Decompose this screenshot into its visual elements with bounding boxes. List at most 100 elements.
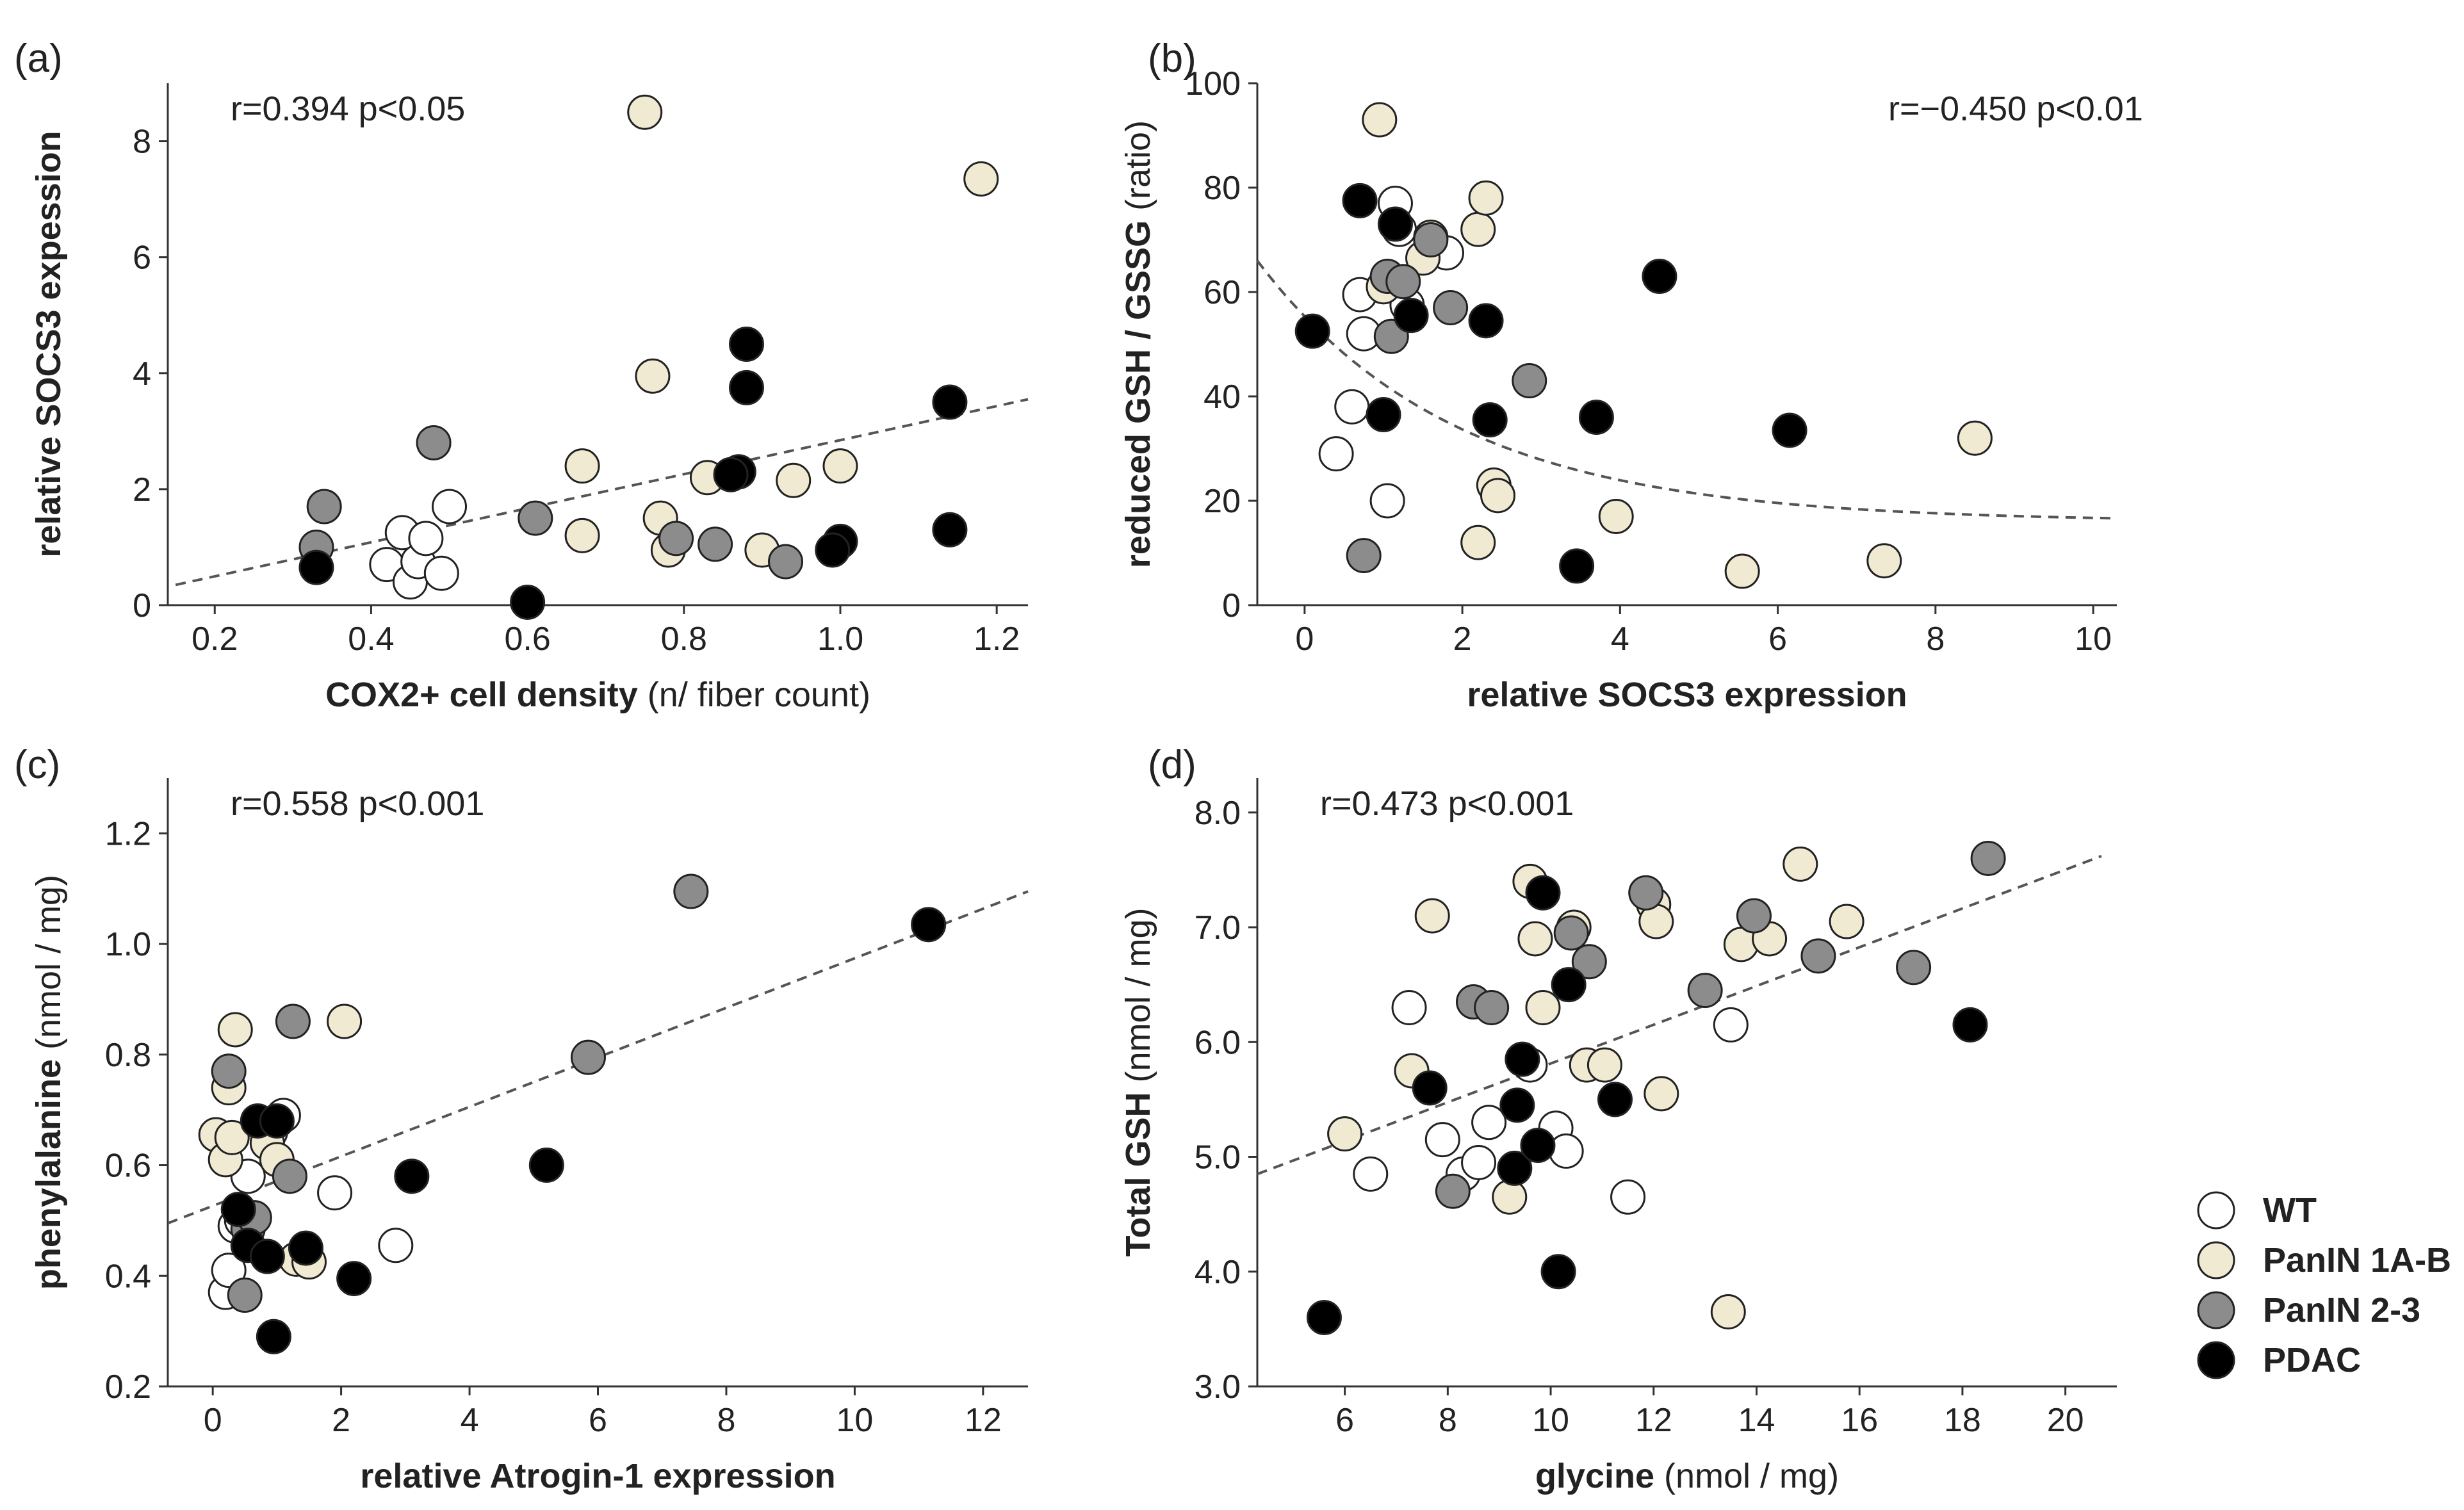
point-panin-2-3 <box>768 544 804 580</box>
point-panin-2-3 <box>1896 950 1932 986</box>
point-pdac <box>1559 548 1595 584</box>
point-panin-1a-b <box>1362 102 1398 138</box>
point-panin-2-3 <box>1687 973 1723 1009</box>
point-panin-1a-b <box>776 462 812 498</box>
y-tick-label: 4.0 <box>1195 1254 1241 1291</box>
x-tick-label: 12 <box>1635 1402 1672 1439</box>
x-tick-label: 0.6 <box>504 621 550 658</box>
trend-line-c <box>167 890 1029 1225</box>
point-wt <box>1334 389 1370 425</box>
point-pdac <box>510 584 546 620</box>
point-pdac <box>288 1230 323 1266</box>
x-tick-label: 10 <box>1532 1402 1569 1439</box>
point-wt <box>1369 483 1405 519</box>
legend-marker-panin-1a-b <box>2197 1241 2235 1279</box>
legend-label-pdac: PDAC <box>2263 1341 2361 1379</box>
point-panin-1a-b <box>1525 989 1561 1025</box>
point-panin-2-3 <box>272 1158 307 1194</box>
y-axis-label: reduced GSH / GSSG <box>1119 220 1157 568</box>
x-tick-label: 10 <box>836 1402 873 1439</box>
point-panin-2-3 <box>416 425 452 460</box>
x-axis-label: COX2+ cell density <box>325 676 638 714</box>
x-tick-label: 0 <box>1295 621 1314 658</box>
point-pdac <box>932 384 968 420</box>
x-tick-label: 12 <box>965 1402 1002 1439</box>
legend-marker-pdac <box>2197 1341 2235 1379</box>
panel-label-a: (a) <box>14 37 63 81</box>
point-wt <box>408 521 444 556</box>
y-axis-unit: (nmol / mg) <box>1119 907 1157 1092</box>
x-tick-label: 6 <box>589 1402 607 1439</box>
y-tick-label: 7.0 <box>1195 909 1241 946</box>
point-pdac <box>528 1148 564 1183</box>
point-pdac <box>1499 1087 1535 1123</box>
point-panin-1a-b <box>627 94 663 130</box>
x-tick-label: 14 <box>1738 1402 1775 1439</box>
y-axis-unit: (nmol / mg) <box>29 875 68 1059</box>
point-panin-2-3 <box>1628 875 1664 911</box>
point-pdac <box>911 907 947 943</box>
point-panin-1a-b <box>1492 1179 1528 1215</box>
legend-marker-wt <box>2197 1191 2235 1230</box>
legend-label-panin-2-3: PanIN 2-3 <box>2263 1291 2420 1329</box>
x-tick-label: 8 <box>1439 1402 1457 1439</box>
x-axis-unit: (n/ fiber count) <box>638 676 870 714</box>
point-panin-1a-b <box>327 1003 363 1039</box>
point-panin-2-3 <box>1385 264 1421 300</box>
point-panin-1a-b <box>1783 846 1818 882</box>
point-panin-2-3 <box>1736 898 1772 934</box>
point-panin-2-3 <box>673 873 709 909</box>
point-wt <box>1353 1156 1389 1192</box>
x-tick-label: 0 <box>204 1402 222 1439</box>
x-tick-label: 2 <box>332 1402 350 1439</box>
point-wt <box>1713 1007 1749 1043</box>
point-pdac <box>1468 303 1504 339</box>
point-panin-1a-b <box>564 448 600 484</box>
y-tick-label: 0.2 <box>105 1368 151 1406</box>
point-panin-1a-b <box>1414 898 1450 934</box>
x-tick-label: 4 <box>461 1402 479 1439</box>
point-panin-1a-b <box>635 358 671 394</box>
point-wt <box>378 1228 414 1263</box>
point-pdac <box>728 327 764 362</box>
point-panin-1a-b <box>1724 553 1760 589</box>
y-tick-label: 6 <box>133 239 151 277</box>
point-pdac <box>1377 206 1413 242</box>
point-panin-2-3 <box>658 521 694 556</box>
point-panin-1a-b <box>1460 524 1496 560</box>
point-panin-1a-b <box>963 161 999 197</box>
point-panin-1a-b <box>1644 1076 1679 1112</box>
y-tick-label: 60 <box>1203 274 1241 311</box>
y-axis-unit: (ratio) <box>1119 120 1157 220</box>
x-tick-label: 0.8 <box>661 621 707 658</box>
point-panin-2-3 <box>1970 840 2006 876</box>
point-panin-1a-b <box>1468 180 1504 216</box>
point-pdac <box>1393 298 1429 334</box>
point-pdac <box>259 1103 295 1139</box>
point-pdac <box>1505 1041 1540 1077</box>
point-pdac <box>1551 967 1587 1003</box>
x-tick-label: 0.4 <box>348 621 394 658</box>
x-tick-label: 1.0 <box>817 621 863 658</box>
y-tick-label: 40 <box>1203 378 1241 416</box>
point-pdac <box>1952 1007 1988 1043</box>
point-wt <box>1471 1105 1507 1141</box>
panel-label-b: (b) <box>1148 37 1196 81</box>
point-pdac <box>728 369 764 405</box>
point-pdac <box>256 1319 291 1354</box>
point-panin-1a-b <box>1460 211 1496 247</box>
point-wt <box>1610 1179 1646 1215</box>
x-axis-label: relative Atrogin-1 expression <box>360 1457 835 1495</box>
x-tick-label: 10 <box>2075 621 2112 658</box>
point-panin-1a-b <box>564 517 600 553</box>
point-pdac <box>1497 1150 1533 1186</box>
x-axis-label: glycine <box>1535 1457 1654 1495</box>
stat-annotation-c: r=0.558 p<0.001 <box>231 784 484 823</box>
point-panin-2-3 <box>1800 938 1836 974</box>
trend-curve-b <box>1256 259 2117 520</box>
x-tick-label: 16 <box>1841 1402 1878 1439</box>
point-wt <box>1391 989 1427 1025</box>
point-pdac <box>1366 397 1401 433</box>
panel-c: (c) 0 2 4 6 8 10 12 0.2 0.4 0.6 0.8 1.0 1.2 r=0.558 p… <box>14 743 1029 1495</box>
